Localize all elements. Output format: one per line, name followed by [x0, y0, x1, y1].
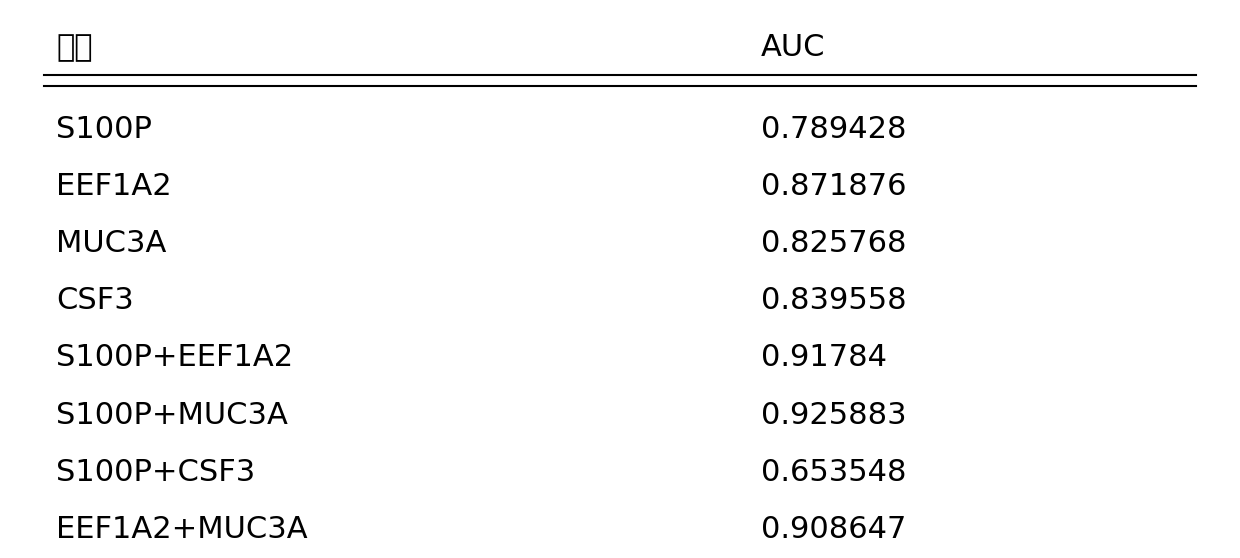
Text: EEF1A2+MUC3A: EEF1A2+MUC3A: [56, 515, 308, 544]
Text: S100P: S100P: [56, 115, 151, 144]
Text: 0.653548: 0.653548: [761, 458, 906, 487]
Text: MUC3A: MUC3A: [56, 229, 166, 258]
Text: 0.825768: 0.825768: [761, 229, 906, 258]
Text: S100P+MUC3A: S100P+MUC3A: [56, 401, 288, 430]
Text: 0.871876: 0.871876: [761, 172, 906, 201]
Text: AUC: AUC: [761, 33, 826, 62]
Text: S100P+CSF3: S100P+CSF3: [56, 458, 255, 487]
Text: 0.925883: 0.925883: [761, 401, 906, 430]
Text: CSF3: CSF3: [56, 286, 134, 315]
Text: S100P+EEF1A2: S100P+EEF1A2: [56, 343, 293, 372]
Text: 0.91784: 0.91784: [761, 343, 887, 372]
Text: 0.839558: 0.839558: [761, 286, 906, 315]
Text: 0.908647: 0.908647: [761, 515, 906, 544]
Text: 基因: 基因: [56, 33, 93, 62]
Text: EEF1A2: EEF1A2: [56, 172, 171, 201]
Text: 0.789428: 0.789428: [761, 115, 906, 144]
